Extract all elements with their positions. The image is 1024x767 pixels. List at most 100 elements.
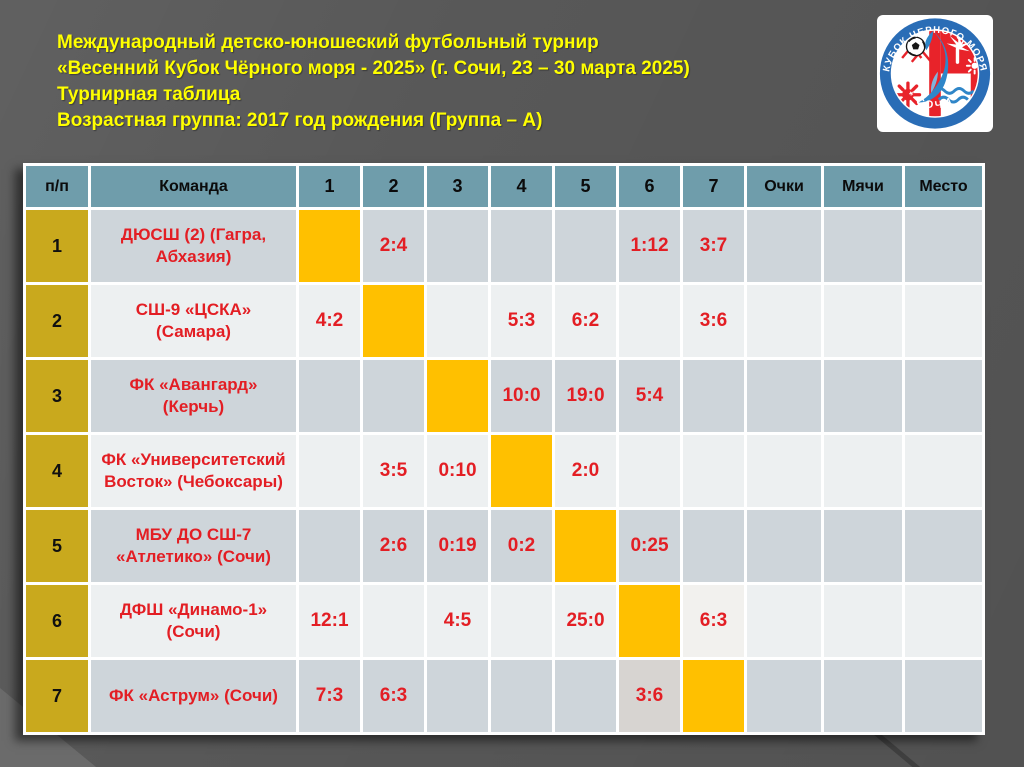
header-cell-5: 5 xyxy=(555,166,616,207)
row-number-cell: 1 xyxy=(26,210,88,282)
team-name-cell: ФК «Аструм» (Сочи) xyxy=(91,660,296,732)
goals-cell xyxy=(824,585,902,657)
match-result-cell: 4:2 xyxy=(299,285,360,357)
place-cell xyxy=(905,510,982,582)
match-result-cell: 7:3 xyxy=(299,660,360,732)
row-number-cell: 5 xyxy=(26,510,88,582)
match-result-cell: 3:5 xyxy=(363,435,424,507)
header-cell-points: Очки xyxy=(747,166,821,207)
header-cell-goals: Мячи xyxy=(824,166,902,207)
table-header-row: п/п Команда 1 2 3 4 5 6 7 Очки Мячи Мест… xyxy=(26,166,982,207)
match-result-cell xyxy=(491,585,552,657)
team-name-cell: ФК «Авангард» (Керчь) xyxy=(91,360,296,432)
tournament-table: п/п Команда 1 2 3 4 5 6 7 Очки Мячи Мест… xyxy=(23,163,985,735)
goals-cell xyxy=(824,510,902,582)
soccer-ball-icon xyxy=(905,36,926,57)
match-result-cell xyxy=(363,585,424,657)
goals-cell xyxy=(824,210,902,282)
goals-cell xyxy=(824,660,902,732)
row-number-cell: 3 xyxy=(26,360,88,432)
match-result-cell xyxy=(555,210,616,282)
team-name-cell: СШ-9 «ЦСКА» (Самара) xyxy=(91,285,296,357)
self-match-cell xyxy=(555,510,616,582)
points-cell xyxy=(747,285,821,357)
match-result-cell xyxy=(299,435,360,507)
team-name-cell: ДФШ «Динамо-1» (Сочи) xyxy=(91,585,296,657)
match-result-cell xyxy=(555,660,616,732)
row-number-cell: 4 xyxy=(26,435,88,507)
match-result-cell: 6:2 xyxy=(555,285,616,357)
dolphin-icon xyxy=(918,30,949,103)
match-result-cell: 19:0 xyxy=(555,360,616,432)
slide-title: Международный детско-юношеский футбольны… xyxy=(57,30,857,134)
self-match-cell xyxy=(299,210,360,282)
match-result-cell xyxy=(299,360,360,432)
match-result-cell xyxy=(683,435,744,507)
title-line-1: Международный детско-юношеский футбольны… xyxy=(57,32,599,53)
white-sun-icon xyxy=(965,57,979,75)
match-result-cell xyxy=(427,210,488,282)
title-line-3: Турнирная таблица xyxy=(57,84,241,105)
row-number-cell: 7 xyxy=(26,660,88,732)
tournament-logo-emblem: КУБОК ЧЕРНОГО МОРЯ * СОЧИ * xyxy=(877,16,993,131)
header-cell-index: п/п xyxy=(26,166,88,207)
self-match-cell xyxy=(619,585,680,657)
place-cell xyxy=(905,285,982,357)
table-row: 4 ФК «Университетский Восток» (Чебоксары… xyxy=(26,435,982,507)
header-cell-2: 2 xyxy=(363,166,424,207)
self-match-cell xyxy=(363,285,424,357)
self-match-cell xyxy=(427,360,488,432)
header-cell-place: Место xyxy=(905,166,982,207)
row-number-cell: 2 xyxy=(26,285,88,357)
match-result-cell: 5:4 xyxy=(619,360,680,432)
match-result-cell: 2:4 xyxy=(363,210,424,282)
title-line-4: Возрастная группа: 2017 год рождения (Гр… xyxy=(57,110,543,131)
points-cell xyxy=(747,210,821,282)
place-cell xyxy=(905,435,982,507)
place-cell xyxy=(905,660,982,732)
match-result-cell xyxy=(683,360,744,432)
place-cell xyxy=(905,360,982,432)
points-cell xyxy=(747,360,821,432)
goals-cell xyxy=(824,285,902,357)
table-row: 6 ДФШ «Динамо-1» (Сочи) 12:1 4:5 25:0 6:… xyxy=(26,585,982,657)
self-match-cell xyxy=(683,660,744,732)
place-cell xyxy=(905,585,982,657)
place-cell xyxy=(905,210,982,282)
points-cell xyxy=(747,435,821,507)
match-result-cell: 12:1 xyxy=(299,585,360,657)
match-result-cell: 2:6 xyxy=(363,510,424,582)
match-result-cell xyxy=(427,285,488,357)
match-result-cell xyxy=(683,510,744,582)
match-result-cell xyxy=(619,435,680,507)
match-result-cell: 0:25 xyxy=(619,510,680,582)
match-result-cell xyxy=(363,360,424,432)
goals-cell xyxy=(824,435,902,507)
match-result-cell xyxy=(491,210,552,282)
match-result-cell xyxy=(299,510,360,582)
header-cell-7: 7 xyxy=(683,166,744,207)
match-result-cell: 2:0 xyxy=(555,435,616,507)
match-result-cell: 0:10 xyxy=(427,435,488,507)
match-result-cell: 25:0 xyxy=(555,585,616,657)
match-result-cell: 4:5 xyxy=(427,585,488,657)
self-match-cell xyxy=(491,435,552,507)
match-result-cell: 3:7 xyxy=(683,210,744,282)
match-result-cell: 3:6 xyxy=(619,660,680,732)
match-result-cell xyxy=(491,660,552,732)
match-result-cell: 3:6 xyxy=(683,285,744,357)
points-cell xyxy=(747,510,821,582)
match-result-cell: 10:0 xyxy=(491,360,552,432)
match-result-cell: 6:3 xyxy=(363,660,424,732)
goals-cell xyxy=(824,360,902,432)
team-name-cell: ДЮСШ (2) (Гагра, Абхазия) xyxy=(91,210,296,282)
header-cell-1: 1 xyxy=(299,166,360,207)
points-cell xyxy=(747,660,821,732)
match-result-cell: 0:19 xyxy=(427,510,488,582)
match-result-cell: 0:2 xyxy=(491,510,552,582)
match-result-cell: 6:3 xyxy=(683,585,744,657)
match-result-cell: 5:3 xyxy=(491,285,552,357)
header-cell-6: 6 xyxy=(619,166,680,207)
points-cell xyxy=(747,585,821,657)
